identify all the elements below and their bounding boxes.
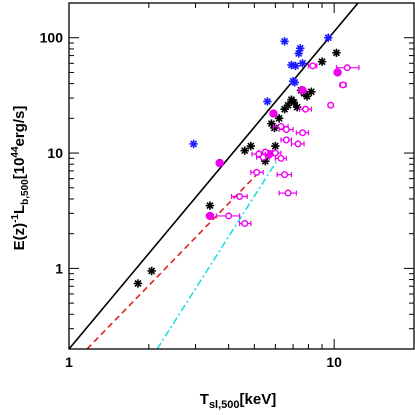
x-axis-label-unit: [keV] xyxy=(240,391,277,408)
black-asterisk-point xyxy=(271,141,280,151)
black-asterisk-point xyxy=(317,57,327,66)
magenta-filled-point xyxy=(215,158,224,168)
magenta-filled-point xyxy=(269,109,278,118)
black-asterisk-point xyxy=(332,48,341,58)
magenta-errorbar-point xyxy=(251,150,266,158)
black-asterisk-point xyxy=(274,114,284,123)
magenta-errorbar-point xyxy=(276,171,293,179)
magenta-errorbar-point xyxy=(298,105,312,113)
black-asterisk-point xyxy=(240,146,249,155)
magenta-errorbar-point xyxy=(230,193,248,201)
blue-asterisk-point xyxy=(291,61,300,71)
y-axis-label-unit-exponent: 44 xyxy=(10,146,21,158)
magenta-errorbar-point xyxy=(335,64,360,72)
y-tick-label: 10 xyxy=(47,145,63,161)
magenta-errorbar-point xyxy=(290,140,305,148)
blue-asterisk-point xyxy=(290,78,299,87)
magenta-errorbar-point xyxy=(278,189,297,197)
magenta-errorbar-point xyxy=(239,220,252,228)
black-asterisk-point xyxy=(289,98,299,107)
y-axis-label-main: L xyxy=(11,205,28,214)
black-asterisk-point xyxy=(270,123,279,133)
magenta-errorbar-point xyxy=(339,81,347,89)
magenta-errorbar-point xyxy=(327,101,335,109)
magenta-errorbar-point xyxy=(274,154,287,162)
x-axis-label: Tsl,500[keV] xyxy=(200,391,276,411)
y-axis-label-ez-exponent: -1 xyxy=(10,214,21,223)
magenta-errorbar-point xyxy=(307,62,318,70)
magenta-errorbar-point xyxy=(250,168,264,176)
blue-asterisk-point xyxy=(298,59,307,68)
x-tick-label: 1 xyxy=(65,354,73,370)
blue-asterisk-point xyxy=(324,33,333,42)
blue-asterisk-point xyxy=(263,97,272,106)
y-axis-label-subscript: b,500 xyxy=(20,179,31,205)
y-axis-label-unit-start: [10 xyxy=(11,158,28,180)
fit-line-dashed xyxy=(86,174,258,349)
y-tick-label: 100 xyxy=(40,30,64,46)
plot-frame xyxy=(68,2,415,350)
magenta-filled-point xyxy=(298,86,307,95)
magenta-filled-point xyxy=(205,211,215,221)
blue-asterisk-point xyxy=(280,37,289,46)
x-axis-label-main: T xyxy=(200,391,209,408)
y-axis-label-ez: E(z) xyxy=(11,223,28,251)
magenta-filled-point xyxy=(333,68,342,77)
blue-asterisk-point xyxy=(296,44,305,53)
black-asterisk-point xyxy=(307,87,316,96)
black-asterisk-point xyxy=(246,141,256,151)
x-axis-label-subscript: sl,500 xyxy=(209,399,240,411)
black-asterisk-point xyxy=(147,266,156,276)
y-axis-label: E(z)-1Lb,500[1044erg/s] xyxy=(10,106,31,251)
y-axis-label-unit-end: erg/s] xyxy=(11,106,28,147)
magenta-errorbar-point xyxy=(215,212,241,220)
fit-line-solid xyxy=(69,3,359,349)
black-asterisk-point xyxy=(205,201,215,210)
black-asterisk-point xyxy=(283,100,293,110)
magenta-errorbar-point xyxy=(295,129,310,137)
y-tick-label: 1 xyxy=(55,260,63,276)
x-tick-label: 10 xyxy=(326,354,342,370)
blue-asterisk-point xyxy=(189,139,198,149)
black-asterisk-point xyxy=(133,279,143,288)
magenta-errorbar-point xyxy=(278,126,294,134)
